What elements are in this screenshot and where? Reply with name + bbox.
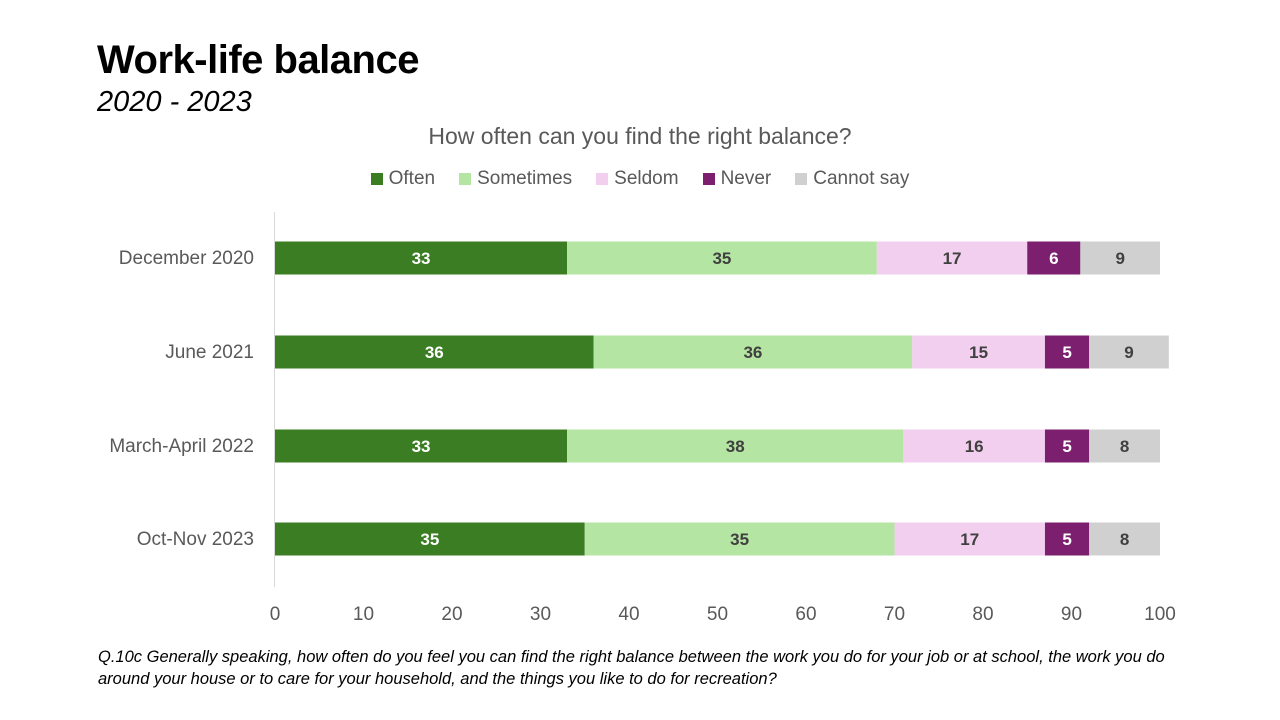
bar-segment-sometimes-oct-nov-2023 — [584, 522, 895, 556]
data-label-often-december-2020: 33 — [412, 249, 431, 268]
x-tick-label-90: 90 — [1061, 604, 1082, 625]
bar-segment-sometimes-march-april-2022 — [567, 429, 904, 463]
x-tick-label-20: 20 — [441, 604, 462, 625]
x-tick-label-70: 70 — [884, 604, 905, 625]
legend-item-never: Never — [702, 168, 772, 190]
data-label-sometimes-june-2021: 36 — [743, 343, 762, 362]
x-tick-label-30: 30 — [530, 604, 551, 625]
bar-segment-never-december-2020 — [1027, 241, 1081, 275]
data-label-sometimes-oct-nov-2023: 35 — [730, 530, 749, 549]
bar-segment-sometimes-december-2020 — [567, 241, 877, 275]
x-tick-label-50: 50 — [707, 604, 728, 625]
data-label-never-june-2021: 5 — [1062, 343, 1071, 362]
question-footnote: Q.10c Generally speaking, how often do y… — [98, 648, 1165, 688]
legend-swatch-seldom — [596, 173, 609, 185]
bar-segment-sometimes-june-2021 — [593, 335, 913, 369]
data-label-often-march-april-2022: 33 — [412, 437, 431, 456]
bar-segment-cannot-say-june-2021 — [1089, 335, 1169, 369]
page-title: Work-life balance — [97, 38, 419, 82]
x-tick-label-10: 10 — [353, 604, 374, 625]
bar-segment-seldom-december-2020 — [876, 241, 1028, 275]
legend-swatch-sometimes — [459, 173, 472, 185]
data-label-seldom-oct-nov-2023: 17 — [960, 530, 979, 549]
x-tick-label-100: 100 — [1144, 604, 1176, 625]
data-label-never-december-2020: 6 — [1049, 249, 1058, 268]
data-label-never-oct-nov-2023: 5 — [1062, 530, 1071, 549]
bar-segment-seldom-june-2021 — [912, 335, 1045, 369]
chart-title: How often can you find the right balance… — [428, 123, 852, 149]
x-tick-label-60: 60 — [795, 604, 816, 625]
legend-label-sometimes: Sometimes — [477, 168, 573, 189]
data-label-seldom-june-2021: 15 — [969, 343, 988, 362]
data-label-seldom-march-april-2022: 16 — [965, 437, 984, 456]
data-label-sometimes-december-2020: 35 — [712, 249, 731, 268]
bar-segment-often-december-2020 — [275, 241, 568, 275]
legend-swatch-never — [702, 173, 715, 185]
bar-segment-never-march-april-2022 — [1044, 429, 1090, 463]
bar-segment-often-march-april-2022 — [275, 429, 568, 463]
legend-label-never: Never — [720, 168, 772, 189]
chart-legend: Often Sometimes Seldom Never Cannot say — [0, 168, 1280, 190]
x-tick-label-80: 80 — [972, 604, 993, 625]
legend-item-sometimes: Sometimes — [459, 168, 572, 190]
legend-item-cannot-say: Cannot say — [795, 168, 909, 190]
data-label-cannot-say-june-2021: 9 — [1124, 343, 1133, 362]
x-tick-label-0: 0 — [270, 604, 281, 625]
bar-segment-cannot-say-march-april-2022 — [1089, 429, 1160, 463]
data-label-often-oct-nov-2023: 35 — [420, 530, 439, 549]
bar-segment-cannot-say-december-2020 — [1080, 241, 1160, 275]
bar-segment-seldom-oct-nov-2023 — [894, 522, 1045, 556]
category-label-june-2021: June 2021 — [165, 342, 254, 363]
bar-segment-often-oct-nov-2023 — [275, 522, 585, 556]
data-label-cannot-say-december-2020: 9 — [1115, 249, 1124, 268]
category-label-oct-nov-2023: Oct-Nov 2023 — [137, 529, 254, 550]
bar-segment-seldom-march-april-2022 — [903, 429, 1045, 463]
data-label-cannot-say-oct-nov-2023: 8 — [1120, 530, 1129, 549]
legend-label-cannot-say: Cannot say — [813, 168, 910, 189]
bar-segment-cannot-say-oct-nov-2023 — [1089, 522, 1160, 556]
data-label-often-june-2021: 36 — [425, 343, 444, 362]
legend-swatch-cannot-say — [795, 173, 808, 185]
category-label-december-2020: December 2020 — [119, 248, 254, 269]
page-subtitle: 2020 - 2023 — [97, 86, 252, 118]
bar-segment-never-oct-nov-2023 — [1044, 522, 1090, 556]
bar-segment-never-june-2021 — [1044, 335, 1090, 369]
x-tick-label-40: 40 — [618, 604, 639, 625]
data-label-never-march-april-2022: 5 — [1062, 437, 1071, 456]
data-label-seldom-december-2020: 17 — [943, 249, 962, 268]
bar-segment-often-june-2021 — [275, 335, 594, 369]
legend-item-often: Often — [370, 168, 436, 190]
legend-label-seldom: Seldom — [614, 168, 679, 189]
category-label-march-april-2022: March-April 2022 — [109, 436, 254, 457]
data-label-sometimes-march-april-2022: 38 — [726, 437, 745, 456]
legend-swatch-often — [370, 173, 383, 185]
legend-label-often: Often — [388, 168, 436, 189]
data-label-cannot-say-march-april-2022: 8 — [1120, 437, 1129, 456]
legend-item-seldom: Seldom — [596, 168, 679, 190]
